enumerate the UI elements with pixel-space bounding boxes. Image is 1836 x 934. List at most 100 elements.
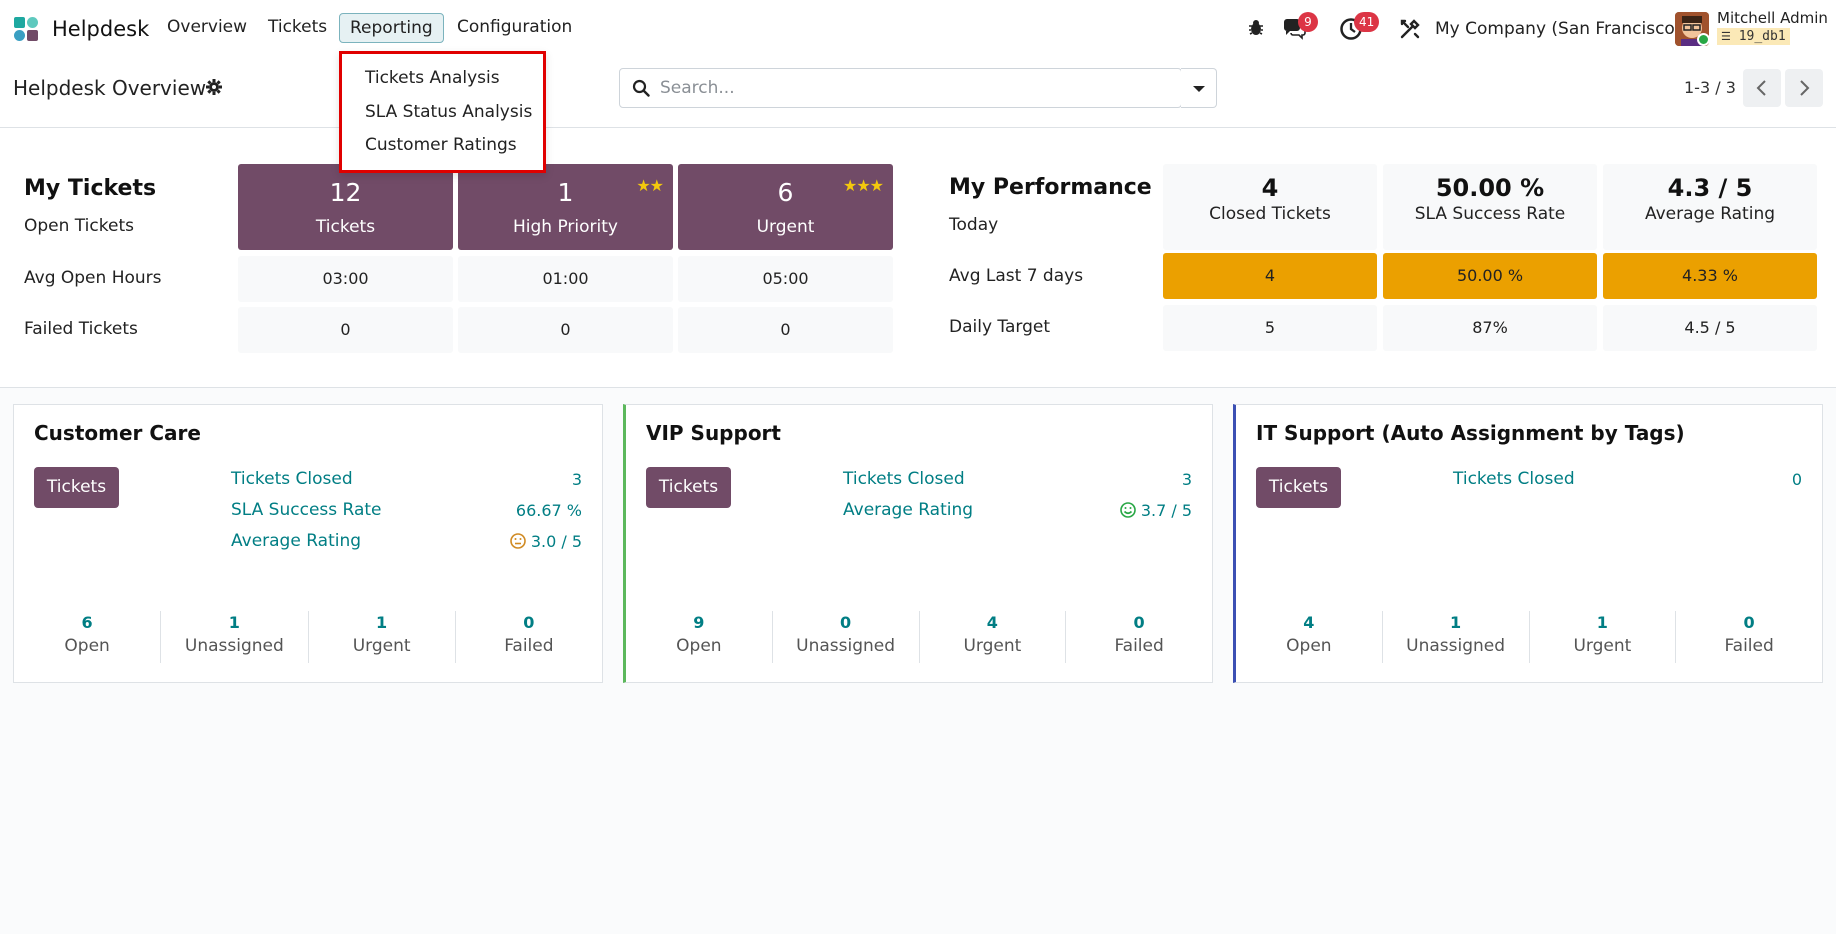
failed-stat[interactable]: 0 Failed	[1675, 611, 1822, 663]
urgent-stat[interactable]: 1 Urgent	[1528, 611, 1676, 663]
my-tickets-card[interactable]: 12 Tickets	[238, 164, 453, 250]
menu-item-tickets-analysis[interactable]: Tickets Analysis	[365, 68, 500, 88]
average-rating-link[interactable]: Average Rating	[843, 500, 974, 520]
pager-previous-button[interactable]	[1743, 69, 1781, 107]
sla-success-rate-value[interactable]: 66.67 %	[515, 501, 582, 520]
failed-tickets-value[interactable]: 0	[238, 307, 453, 353]
database-name-label: 19_db1	[1738, 29, 1786, 44]
average-rating-value[interactable]: 3.7 / 5	[1119, 501, 1192, 520]
menu-tickets[interactable]: Tickets	[268, 17, 328, 37]
reporting-dropdown-menu: Tickets Analysis SLA Status Analysis Cus…	[339, 51, 546, 173]
menu-reporting[interactable]: Reporting	[339, 13, 444, 43]
average-rating-text: 3.7 / 5	[1140, 501, 1192, 520]
average-rating-label: Average Rating	[1644, 204, 1776, 224]
failed-stat[interactable]: 0 Failed	[454, 611, 602, 663]
open-label: Open	[676, 636, 722, 656]
high-priority-count: 1	[557, 178, 574, 207]
unassigned-stat[interactable]: 0 Unassigned	[771, 611, 919, 663]
closed-tickets-target: 5	[1163, 305, 1377, 351]
team-stats-row: 9 Open 0 Unassigned 4 Urgent 0 Failed	[626, 611, 1212, 663]
average-rating-value[interactable]: 3.0 / 5	[509, 532, 582, 551]
open-label: Open	[1286, 636, 1332, 656]
tickets-button[interactable]: Tickets	[646, 467, 731, 508]
avg-last-7-days-label: Avg Last 7 days	[949, 266, 1084, 286]
open-count: 4	[1303, 613, 1315, 632]
neutral-face-icon	[509, 533, 526, 549]
urgent-label: Urgent	[963, 636, 1022, 656]
my-stats-section: My Tickets Open Tickets Avg Open Hours F…	[0, 128, 1836, 388]
menu-configuration[interactable]: Configuration	[457, 17, 573, 37]
my-tickets-card-label: Tickets	[315, 217, 376, 237]
closed-tickets-today-cell	[1163, 164, 1377, 250]
urgent-card[interactable]: ★★★ 6 Urgent	[678, 164, 893, 250]
unassigned-count: 0	[840, 613, 852, 632]
open-stat[interactable]: 4 Open	[1236, 611, 1382, 663]
pager-next-button[interactable]	[1785, 69, 1823, 107]
average-rating-text: 3.0 / 5	[530, 532, 582, 551]
user-name[interactable]: Mitchell Admin	[1717, 9, 1828, 27]
closed-tickets-label: Closed Tickets	[1209, 204, 1331, 224]
sla-success-target: 87%	[1383, 305, 1597, 351]
open-tickets-label: Open Tickets	[24, 216, 134, 236]
tickets-closed-link[interactable]: Tickets Closed	[1453, 469, 1575, 489]
team-name[interactable]: IT Support (Auto Assignment by Tags)	[1256, 421, 1685, 445]
average-rating-link[interactable]: Average Rating	[231, 531, 362, 551]
avg-open-hours-high-priority: 01:00	[458, 256, 673, 302]
pager-value[interactable]: 1-3 / 3	[1684, 78, 1736, 97]
unassigned-count: 1	[1450, 613, 1462, 632]
today-label: Today	[949, 215, 999, 235]
tickets-closed-value[interactable]: 3	[1181, 470, 1192, 489]
unassigned-stat[interactable]: 1 Unassigned	[160, 611, 307, 663]
closed-tickets-7days: 4	[1163, 253, 1377, 299]
menu-overview[interactable]: Overview	[167, 17, 248, 37]
avg-open-hours-urgent: 05:00	[678, 256, 893, 302]
debug-tools-icon[interactable]	[1399, 18, 1421, 40]
closed-tickets-today: 4 Closed Tickets	[1160, 161, 1380, 224]
my-tickets-title: My Tickets	[24, 176, 157, 201]
team-stats-row: 4 Open 1 Unassigned 1 Urgent 0 Failed	[1236, 611, 1822, 663]
chevron-right-icon	[1800, 80, 1810, 96]
tickets-closed-link[interactable]: Tickets Closed	[231, 469, 353, 489]
tickets-closed-value[interactable]: 3	[571, 470, 582, 489]
tickets-closed-value[interactable]: 0	[1791, 470, 1802, 489]
menu-item-sla-status-analysis[interactable]: SLA Status Analysis	[365, 102, 533, 122]
team-card-it-support: IT Support (Auto Assignment by Tags) Tic…	[1233, 404, 1823, 683]
team-name[interactable]: Customer Care	[34, 421, 201, 445]
failed-label: Failed	[1724, 636, 1774, 656]
search-box[interactable]	[619, 68, 1182, 108]
bug-icon[interactable]	[1246, 18, 1266, 38]
app-name[interactable]: Helpdesk	[52, 17, 150, 41]
average-rating-today: 4.3 / 5 Average Rating	[1600, 161, 1820, 224]
database-icon: ☰	[1721, 30, 1731, 43]
menu-item-customer-ratings[interactable]: Customer Ratings	[365, 135, 517, 155]
search-options-toggle[interactable]	[1181, 68, 1217, 108]
failed-stat[interactable]: 0 Failed	[1065, 611, 1212, 663]
urgent-label: Urgent	[756, 217, 815, 237]
unassigned-label: Unassigned	[1406, 636, 1506, 656]
sla-success-today: 50.00 % SLA Success Rate	[1380, 161, 1600, 224]
gear-icon[interactable]	[206, 79, 222, 95]
open-stat[interactable]: 9 Open	[626, 611, 772, 663]
urgent-stat[interactable]: 1 Urgent	[307, 611, 455, 663]
tickets-button[interactable]: Tickets	[34, 467, 119, 508]
failed-high-priority-value[interactable]: 0	[458, 307, 673, 353]
sla-success-rate-link[interactable]: SLA Success Rate	[231, 500, 382, 520]
failed-urgent-value[interactable]: 0	[678, 307, 893, 353]
urgent-stat[interactable]: 4 Urgent	[918, 611, 1066, 663]
tickets-button[interactable]: Tickets	[1256, 467, 1341, 508]
top-navbar: Helpdesk Overview Tickets Reporting Conf…	[0, 0, 1836, 58]
open-stat[interactable]: 6 Open	[14, 611, 160, 663]
tickets-closed-link[interactable]: Tickets Closed	[843, 469, 965, 489]
team-name[interactable]: VIP Support	[646, 421, 781, 445]
chevron-left-icon	[1756, 80, 1766, 96]
team-card-vip-support: VIP Support Tickets Tickets Closed 3 Ave…	[623, 404, 1213, 683]
failed-count: 0	[1133, 613, 1145, 632]
search-input[interactable]	[660, 69, 1160, 107]
urgent-label: Urgent	[1573, 636, 1632, 656]
company-switcher[interactable]: My Company (San Francisco)	[1435, 19, 1682, 39]
urgent-count: 6	[777, 178, 794, 207]
helpdesk-app-icon[interactable]	[12, 15, 40, 43]
high-priority-card[interactable]: ★★ 1 High Priority	[458, 164, 673, 250]
happy-face-icon	[1119, 502, 1136, 518]
unassigned-stat[interactable]: 1 Unassigned	[1381, 611, 1529, 663]
